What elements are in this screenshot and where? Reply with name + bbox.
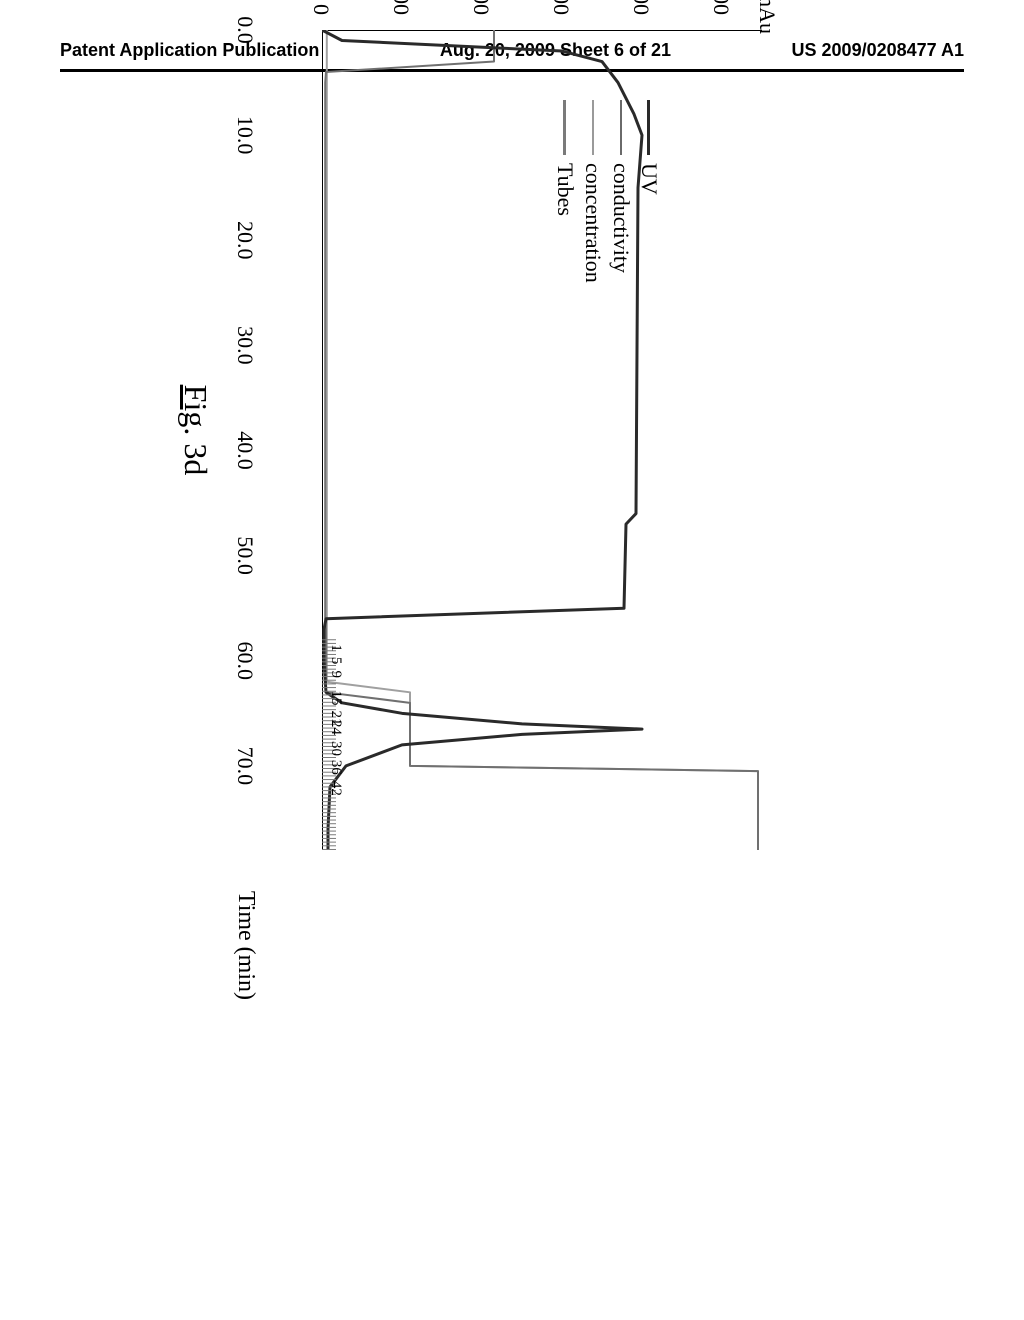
x-tick: 40.0 bbox=[232, 431, 258, 470]
tube-number: 42 bbox=[327, 781, 344, 796]
legend-label: concentration bbox=[580, 163, 606, 283]
x-tick: 70.0 bbox=[232, 747, 258, 786]
header-right: US 2009/0208477 A1 bbox=[792, 40, 964, 61]
y-axis-label: mAu bbox=[754, 0, 780, 34]
y-tick: 400 bbox=[468, 0, 494, 15]
tube-number: 30 bbox=[327, 741, 344, 756]
y-tick: 600 bbox=[548, 0, 574, 15]
tube-number: 5 bbox=[327, 657, 344, 665]
tube-number: 36 bbox=[327, 760, 344, 775]
x-tick: 10.0 bbox=[232, 116, 258, 155]
legend-swatch bbox=[648, 100, 651, 155]
tube-number: 24 bbox=[327, 720, 344, 735]
legend-item: concentration bbox=[580, 100, 606, 283]
legend-item: UV bbox=[636, 100, 662, 283]
x-tick: 50.0 bbox=[232, 536, 258, 575]
tube-number: 1 bbox=[327, 644, 344, 652]
tube-number: 15 bbox=[327, 691, 344, 706]
legend: UVconductivityconcentrationTubes bbox=[550, 100, 662, 283]
figure-caption: Fig. 3d bbox=[177, 385, 214, 476]
x-axis-title: Time (min) bbox=[232, 891, 259, 1000]
chromatogram-chart: mAu 02004006008001000 0.010.020.030.040.… bbox=[262, 0, 762, 890]
legend-swatch bbox=[620, 100, 622, 155]
legend-swatch bbox=[564, 100, 567, 155]
y-tick: 0 bbox=[308, 0, 334, 15]
y-tick: 800 bbox=[628, 0, 654, 15]
fig-text-underline: Fig bbox=[178, 385, 214, 428]
page: Patent Application Publication Aug. 20, … bbox=[0, 0, 1024, 1320]
legend-item: Tubes bbox=[552, 100, 578, 283]
x-tick: 30.0 bbox=[232, 326, 258, 365]
fig-text-rest: . 3d bbox=[178, 427, 214, 475]
legend-label: conductivity bbox=[608, 163, 634, 273]
tube-number: 9 bbox=[327, 671, 344, 679]
plot-svg bbox=[322, 30, 762, 850]
y-tick: 200 bbox=[388, 0, 414, 15]
x-tick: 60.0 bbox=[232, 642, 258, 681]
legend-item: conductivity bbox=[608, 100, 634, 283]
x-tick: 20.0 bbox=[232, 221, 258, 260]
chart-area: mAu 02004006008001000 0.010.020.030.040.… bbox=[262, 0, 762, 890]
legend-label: UV bbox=[636, 163, 662, 195]
legend-label: Tubes bbox=[552, 163, 578, 216]
legend-swatch bbox=[592, 100, 594, 155]
x-tick: 0.0 bbox=[232, 16, 258, 44]
y-tick: 1000 bbox=[708, 0, 734, 15]
